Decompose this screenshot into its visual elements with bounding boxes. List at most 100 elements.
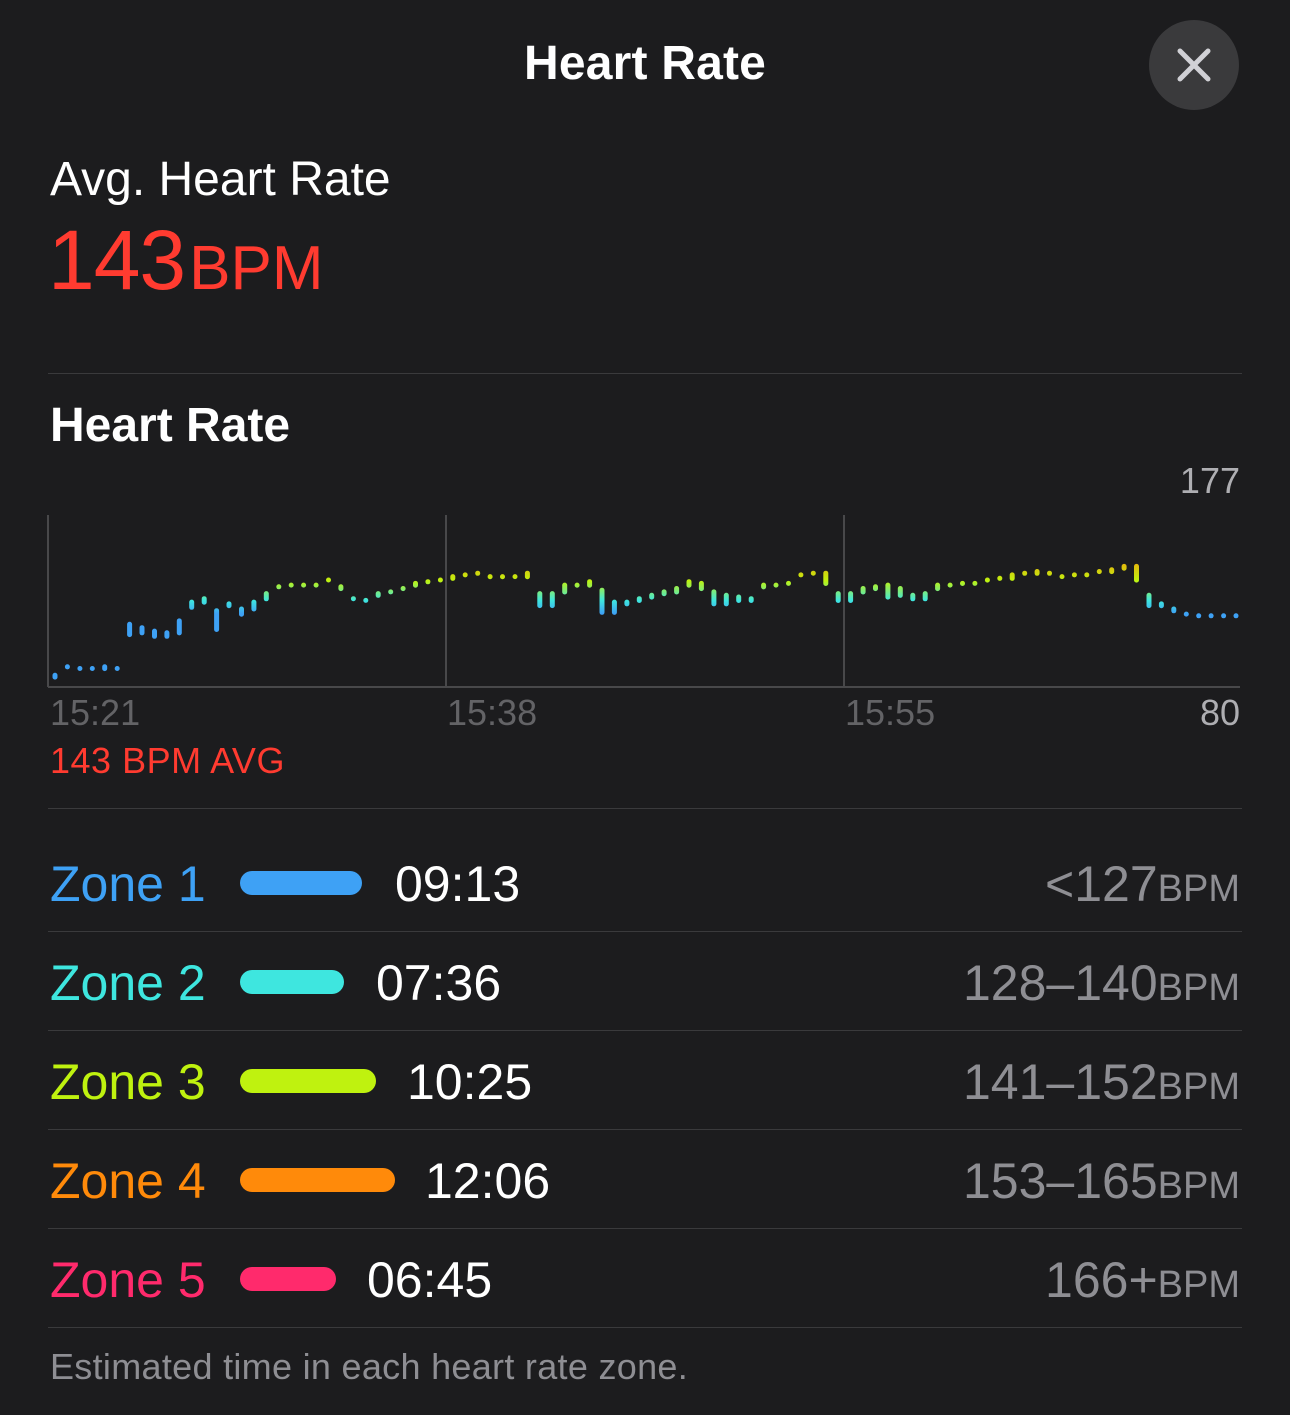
close-button[interactable] <box>1149 20 1239 110</box>
close-icon <box>1177 48 1211 82</box>
heart-rate-bar <box>711 589 717 607</box>
heart-rate-bar <box>475 570 481 576</box>
heart-rate-bar <box>636 596 642 603</box>
heart-rate-bar <box>288 582 294 588</box>
divider <box>48 931 1242 932</box>
divider <box>48 808 1242 809</box>
heart-rate-bar <box>1071 572 1077 578</box>
zone-range: <127 BPM <box>1045 855 1240 913</box>
heart-rate-bar <box>263 591 269 602</box>
zone-range: 166+ BPM <box>1045 1251 1240 1309</box>
heart-rate-bar <box>823 570 829 586</box>
heart-rate-bar <box>587 579 593 588</box>
heart-rate-bar <box>1047 570 1052 576</box>
zone-duration-bar <box>240 871 362 895</box>
heart-rate-bar <box>549 591 555 609</box>
zone-row-4: Zone 4 12:06 153–165 BPM <box>48 1130 1242 1229</box>
heart-rate-bar <box>736 594 742 603</box>
zone-range-value: 128–140 <box>962 955 1158 1011</box>
heart-rate-bar <box>922 591 928 602</box>
zone-row-5: Zone 5 06:45 166+ BPM <box>48 1229 1242 1328</box>
heart-rate-bar <box>400 586 406 592</box>
heart-rate-bar <box>1146 592 1152 609</box>
heart-rate-bar <box>786 580 791 586</box>
heart-rate-bar <box>226 601 232 609</box>
zone-name: Zone 1 <box>50 856 206 912</box>
zone-time: 10:25 <box>407 1054 533 1110</box>
heart-rate-bar <box>997 575 1003 581</box>
zone-range-unit: BPM <box>1157 1165 1240 1207</box>
heart-rate-bar <box>388 589 394 595</box>
heart-rate-bar <box>1034 569 1040 576</box>
chart-x-tick-label: 15:55 <box>845 692 936 733</box>
heart-rate-bar <box>1084 572 1090 578</box>
zone-duration-bar <box>240 1168 395 1192</box>
zone-range-unit: BPM <box>1157 1264 1240 1306</box>
zone-time: 06:45 <box>367 1252 493 1308</box>
heart-rate-bar <box>214 608 220 632</box>
zone-row-2: Zone 2 07:36 128–140 BPM <box>48 932 1242 1031</box>
heart-rate-bar <box>313 582 319 588</box>
heart-rate-bar <box>686 579 692 588</box>
zone-duration-bar <box>240 1069 376 1093</box>
heart-rate-bar <box>487 574 493 580</box>
heart-rate-bar <box>375 591 381 598</box>
zone-duration-bar <box>240 1267 336 1291</box>
chart-x-tick-label: 15:21 <box>50 692 141 733</box>
heart-rate-bar <box>698 580 704 592</box>
heart-rate-bar <box>189 599 195 610</box>
heart-rate-bar <box>562 582 568 595</box>
zone-range-value: 153–165 <box>962 1153 1158 1209</box>
heart-rate-bar <box>512 574 518 580</box>
heart-rate-bar <box>1022 570 1028 576</box>
heart-rate-bar <box>1233 613 1239 619</box>
heart-rate-bar <box>611 599 617 615</box>
zone-range: 153–165 BPM <box>963 1152 1240 1210</box>
zone-name: Zone 2 <box>50 955 206 1011</box>
heart-rate-bar <box>338 584 344 592</box>
zone-row-1: Zone 1 09:13 <127 BPM <box>48 833 1242 932</box>
heart-rate-bar <box>1009 572 1015 581</box>
heart-rate-bar <box>450 574 456 581</box>
chart-avg-note: 143 BPM AVG <box>50 740 285 781</box>
heart-rate-bar <box>574 582 580 588</box>
chart-y-max-label: 177 <box>1179 460 1240 501</box>
heart-rate-bar <box>798 572 804 578</box>
divider <box>48 1327 1242 1328</box>
zone-range-value: 141–152 <box>962 1054 1158 1110</box>
heart-rate-bar <box>1059 574 1065 580</box>
zone-range: 141–152 BPM <box>963 1053 1240 1111</box>
heart-rate-bar <box>201 596 207 605</box>
heart-rate-bar <box>52 672 58 680</box>
heart-rate-bar <box>500 574 505 580</box>
avg-heart-rate-label: Avg. Heart Rate <box>50 153 391 206</box>
heart-rate-bar <box>624 599 630 607</box>
heart-rate-bar <box>773 582 779 588</box>
heart-rate-bar <box>885 582 891 600</box>
heart-rate-bar <box>326 577 331 583</box>
heart-rate-bar <box>1158 601 1164 609</box>
zone-time: 12:06 <box>425 1153 551 1209</box>
zone-row-3: Zone 3 10:25 141–152 BPM <box>48 1031 1242 1130</box>
heart-rate-bar <box>748 596 754 603</box>
heart-rate-bar <box>77 666 83 671</box>
heart-rate-bar <box>873 584 878 592</box>
chart-y-min-label: 80 <box>1199 692 1240 733</box>
zone-range-unit: BPM <box>1157 1066 1240 1108</box>
heart-rate-bar <box>972 580 978 586</box>
footnote: Estimated time in each heart rate zone. <box>50 1346 689 1387</box>
heart-rate-bar <box>984 577 990 583</box>
page-title: Heart Rate <box>523 37 767 90</box>
heart-rate-bar <box>89 666 95 671</box>
heart-rate-bar <box>301 582 307 588</box>
zone-range-value: 166+ <box>1045 1252 1158 1308</box>
zone-range-unit: BPM <box>1157 868 1240 910</box>
heart-rate-bar <box>276 584 282 590</box>
chart-section-title: Heart Rate <box>50 399 291 452</box>
heart-rate-bar <box>102 664 108 672</box>
avg-heart-rate-value: 143 BPM <box>48 218 324 302</box>
heart-rate-bar <box>960 580 965 586</box>
divider <box>48 1129 1242 1130</box>
heart-rate-bar <box>810 570 816 576</box>
heart-rate-bar <box>537 591 543 609</box>
